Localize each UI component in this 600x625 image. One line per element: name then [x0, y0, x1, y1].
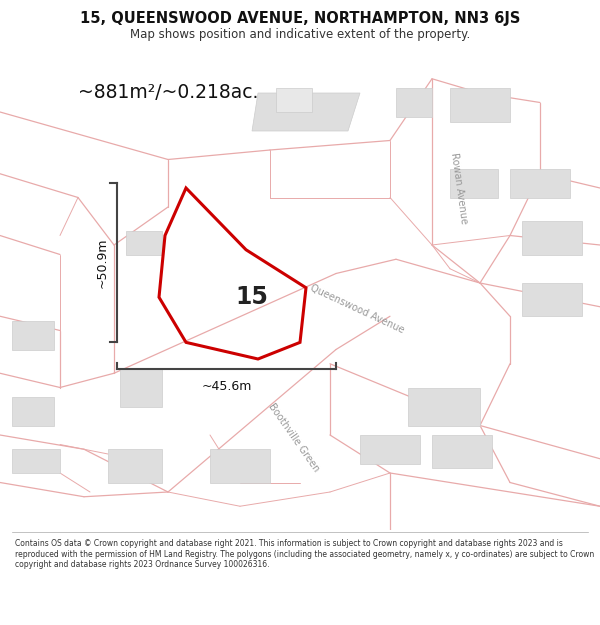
Polygon shape	[450, 88, 510, 121]
Text: ~45.6m: ~45.6m	[202, 381, 251, 393]
Polygon shape	[276, 88, 312, 112]
Text: Rowan Avenue: Rowan Avenue	[449, 152, 469, 224]
Polygon shape	[450, 169, 498, 198]
Polygon shape	[126, 231, 162, 254]
Polygon shape	[522, 221, 582, 254]
Polygon shape	[408, 388, 480, 426]
Text: Queenswood Avenue: Queenswood Avenue	[308, 283, 406, 336]
Polygon shape	[522, 283, 582, 316]
Polygon shape	[252, 93, 360, 131]
Polygon shape	[108, 449, 162, 482]
Polygon shape	[12, 449, 60, 473]
Polygon shape	[12, 321, 54, 349]
Polygon shape	[210, 449, 270, 482]
Text: Map shows position and indicative extent of the property.: Map shows position and indicative extent…	[130, 28, 470, 41]
Polygon shape	[360, 435, 420, 464]
Text: ~50.9m: ~50.9m	[95, 238, 109, 288]
Polygon shape	[510, 169, 570, 198]
Text: 15, QUEENSWOOD AVENUE, NORTHAMPTON, NN3 6JS: 15, QUEENSWOOD AVENUE, NORTHAMPTON, NN3 …	[80, 11, 520, 26]
Polygon shape	[432, 435, 492, 468]
Polygon shape	[120, 369, 162, 406]
Text: Contains OS data © Crown copyright and database right 2021. This information is : Contains OS data © Crown copyright and d…	[15, 539, 594, 569]
Text: 15: 15	[236, 285, 268, 309]
Polygon shape	[396, 88, 432, 117]
Text: Boothville Green: Boothville Green	[266, 401, 322, 474]
Polygon shape	[12, 397, 54, 426]
Text: ~881m²/~0.218ac.: ~881m²/~0.218ac.	[78, 84, 259, 102]
